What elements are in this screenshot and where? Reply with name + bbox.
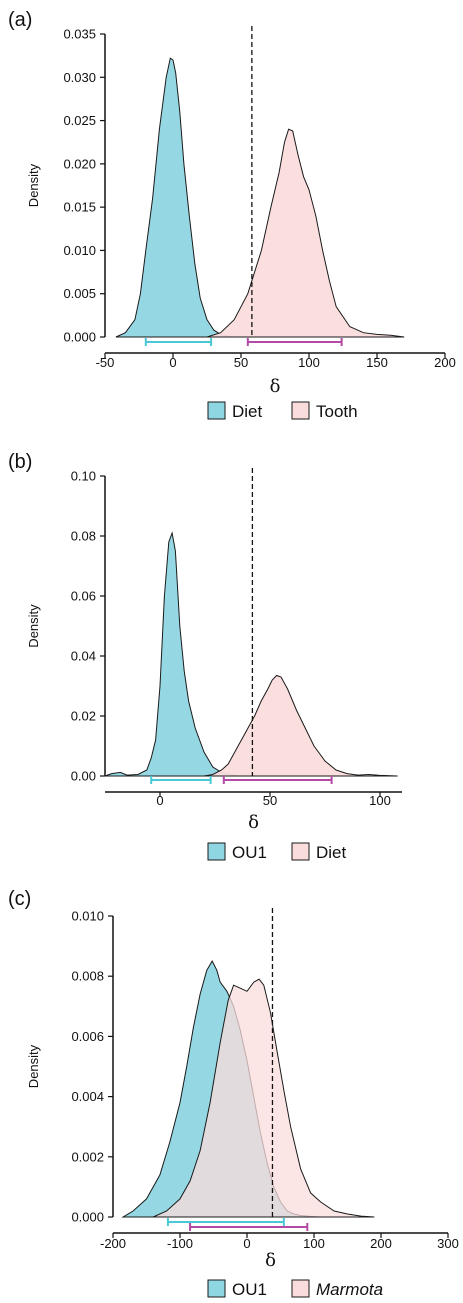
x-tick-label: 100 [298,355,320,370]
density-area-ou1 [104,531,240,777]
y-tick-label: 0.025 [63,113,96,128]
legend-swatch-diet [207,401,226,420]
density-area-tooth [206,128,405,338]
legend-label-ou1: OU1 [232,1280,267,1299]
y-tick-label: 0.005 [63,286,96,301]
x-tick-label: -200 [100,1236,126,1251]
x-tick-label: -100 [167,1236,193,1251]
x-tick-label: 0 [169,355,176,370]
legend-label-ou1: OU1 [232,843,267,862]
legend-label-tooth: Tooth [316,402,358,421]
y-tick-label: 0.004 [71,1089,104,1104]
x-tick-label: 200 [370,1236,392,1251]
interval-bar-diet [222,776,333,784]
y-tick-label: 0.08 [71,529,96,544]
x-tick-label: 300 [437,1236,459,1251]
x-axis-title: δ [270,376,281,397]
y-tick-label: 0.030 [63,70,96,85]
chart-panel-3: (c) 0.000 0.002 0.004 0.006 0.008 0.010 -200 -10… [8,888,459,1299]
legend-swatch-marmota [291,1279,310,1298]
y-tick-label: 0.010 [71,909,104,924]
interval-bar-tooth [246,338,343,346]
density-area-diet [115,57,235,338]
y-tick-label: 0.02 [71,709,96,724]
y-tick-label: 0.020 [63,156,96,171]
density-area-diet [203,674,398,777]
panel-label: (a) [8,9,32,31]
interval-bar-ou1 [166,1218,285,1226]
legend-swatch-ou1 [207,842,226,861]
legend-label-marmota: Marmota [316,1280,383,1299]
interval-bar-marmota [189,1223,309,1231]
legend-swatch-tooth [291,401,310,420]
x-tick-label: 0 [243,1236,250,1251]
y-tick-label: 0.006 [71,1029,104,1044]
y-tick-label: 0.06 [71,589,96,604]
panel-label: (c) [8,888,31,910]
interval-bar-diet [144,338,213,346]
y-tick-label: 0.015 [63,200,96,215]
legend: Diet Tooth [207,401,358,421]
y-tick-label: 0.000 [71,1210,104,1225]
legend-label-diet: Diet [232,402,263,421]
y-tick-label: 0.010 [63,243,96,258]
chart-panel-2: (b) 0.00 0.02 0.04 0.06 0.08 0.10 0 50 100 Density… [8,451,402,862]
legend-swatch-diet [291,842,310,861]
interval-bar-ou1 [150,776,212,784]
y-tick-label: 0.04 [71,649,96,664]
y-axis-title: Density [26,163,41,207]
x-tick-label: 0 [156,793,163,808]
x-axis-title: δ [248,812,259,833]
x-tick-label: 50 [263,793,277,808]
x-tick-label: 150 [366,355,388,370]
y-tick-label: 0.002 [71,1149,104,1164]
x-tick-label: -50 [96,355,115,370]
y-tick-label: 0.000 [63,330,96,345]
legend-swatch-ou1 [207,1279,226,1298]
legend: OU1 Diet [207,842,347,862]
x-tick-label: 100 [369,793,391,808]
y-tick-label: 0.035 [63,27,96,42]
x-tick-label: 200 [434,355,456,370]
x-tick-label: 50 [234,355,248,370]
y-tick-label: 0.10 [71,469,96,484]
legend: OU1 Marmota [207,1279,383,1299]
y-tick-label: 0.00 [71,769,96,784]
density-area-marmota [152,978,375,1218]
legend-label-diet: Diet [316,843,347,862]
x-axis-title: δ [265,1250,276,1271]
panel-label: (b) [8,451,32,473]
chart-panel-1: (a) 0.000 0.005 0.010 0.015 0.020 0.025 0.030 0.… [8,9,456,421]
x-tick-label: 100 [303,1236,325,1251]
y-tick-label: 0.008 [71,969,104,984]
y-axis-title: Density [26,1044,41,1088]
y-axis-title: Density [26,604,41,648]
